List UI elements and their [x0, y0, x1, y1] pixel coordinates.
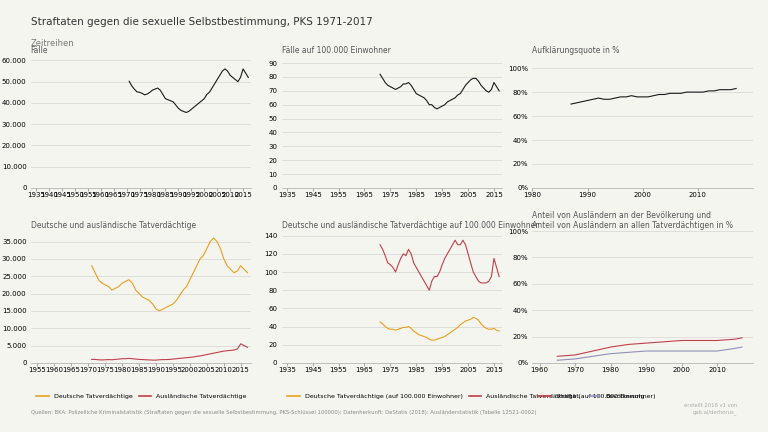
Text: Deutsche und ausländische Tatverdächtige: Deutsche und ausländische Tatverdächtige	[31, 221, 196, 230]
Text: erstellt 2018 v1 von
gab.ai/derhorus_: erstellt 2018 v1 von gab.ai/derhorus_	[684, 403, 737, 415]
Text: Straftaten gegen die sexuelle Selbstbestimmung, PKS 1971-2017: Straftaten gegen die sexuelle Selbstbest…	[31, 17, 372, 27]
Text: Fälle auf 100.000 Einwohner: Fälle auf 100.000 Einwohner	[282, 46, 390, 55]
Text: Deutsche und ausländische Tatverdächtige auf 100.000 Einwohner: Deutsche und ausländische Tatverdächtige…	[282, 221, 538, 230]
Legend: Deutsche Tatverdächtige (auf 100.000 Einwohner), Ausländische Tatverdächtige (au: Deutsche Tatverdächtige (auf 100.000 Ein…	[285, 391, 658, 402]
Text: Anteil von Ausländern an der Bevölkerung und
Anteil von Ausländern an allen Tatv: Anteil von Ausländern an der Bevölkerung…	[532, 211, 733, 230]
Text: Zeitreihen: Zeitreihen	[31, 39, 74, 48]
Text: Fälle: Fälle	[31, 46, 48, 55]
Text: Aufklärungsquote in %: Aufklärungsquote in %	[532, 46, 620, 55]
Legend: Deutsche Tatverdächtige, Ausländische Tatverdächtige: Deutsche Tatverdächtige, Ausländische Ta…	[34, 391, 250, 402]
Text: Quellen: BKA: Polizeiliche Kriminalstatistik (Straftaten gegen die sexuelle Selb: Quellen: BKA: Polizeiliche Kriminalstati…	[31, 410, 536, 415]
Legend: Straftät., Bevölkerung: Straftät., Bevölkerung	[535, 391, 647, 402]
